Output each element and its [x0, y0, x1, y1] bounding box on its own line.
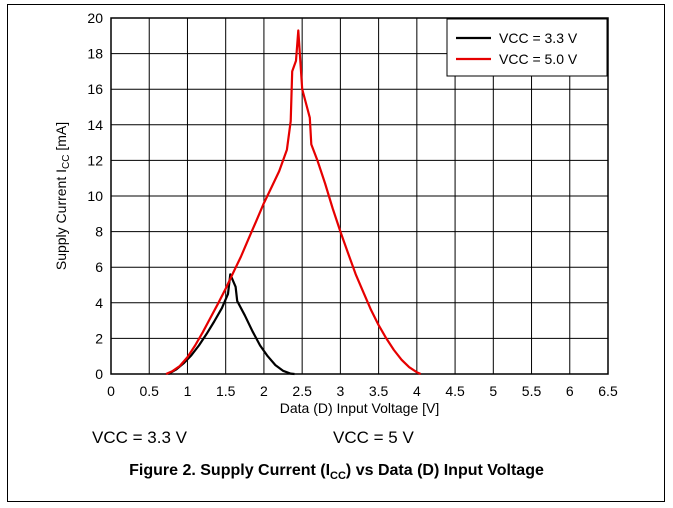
y-tick-label: 0 [95, 366, 103, 382]
y-tick-label: 4 [95, 295, 103, 311]
x-tick-label: 6 [566, 383, 574, 399]
y-tick-label: 18 [87, 46, 103, 62]
y-tick-label: 20 [87, 10, 103, 26]
x-axis-title: Data (D) Input Voltage [V] [280, 400, 440, 416]
y-tick-label: 8 [95, 224, 103, 240]
x-tick-label: 5 [489, 383, 497, 399]
supply-current-chart: 0 0.5 1 1.5 2 2.5 3 3.5 4 4.5 5 5.5 6 6.5 0 2 4 6 8 10 12 14 1… [53, 10, 618, 416]
plot-area-border [110, 17, 609, 375]
x-tick-label: 5.5 [522, 383, 542, 399]
series-line-vcc-3v3 [167, 273, 295, 376]
y-tick-label: 12 [87, 152, 103, 168]
x-tick-label: 3.5 [369, 383, 389, 399]
condition-left-label: VCC = 3.3 V [92, 428, 187, 447]
y-tick-label: 6 [95, 259, 103, 275]
figure-caption: Figure 2. Supply Current (ICC) vs Data (… [0, 462, 673, 482]
x-tick-label: 0 [107, 383, 115, 399]
x-tick-label: 0.5 [139, 383, 159, 399]
x-tick-label: 1 [184, 383, 192, 399]
y-tick-label: 2 [95, 330, 103, 346]
y-axis-title: Supply Current ICC [mA] [53, 122, 72, 270]
y-tick-label: 10 [87, 188, 103, 204]
caption-suffix: ) vs Data (D) Input Voltage [345, 462, 544, 479]
x-tick-label: 3 [336, 383, 344, 399]
legend-label: VCC = 5.0 V [499, 51, 578, 67]
x-tick-label: 2 [260, 383, 268, 399]
legend-box [446, 18, 608, 77]
x-tick-label: 2.5 [292, 383, 312, 399]
caption-prefix: Figure 2. Supply Current (I [129, 462, 331, 479]
legend-label: VCC = 3.3 V [499, 30, 578, 46]
x-tick-label: 4 [413, 383, 421, 399]
y-tick-label: 14 [87, 117, 103, 133]
x-tick-label: 1.5 [216, 383, 236, 399]
figure-frame [7, 4, 665, 502]
x-tick-label: 4.5 [445, 383, 465, 399]
series-line-vcc-5v0 [165, 29, 422, 376]
x-tick-label: 6.5 [598, 383, 618, 399]
y-tick-label: 16 [87, 81, 103, 97]
condition-right-label: VCC = 5 V [333, 428, 414, 447]
caption-subscript: CC [330, 470, 346, 483]
